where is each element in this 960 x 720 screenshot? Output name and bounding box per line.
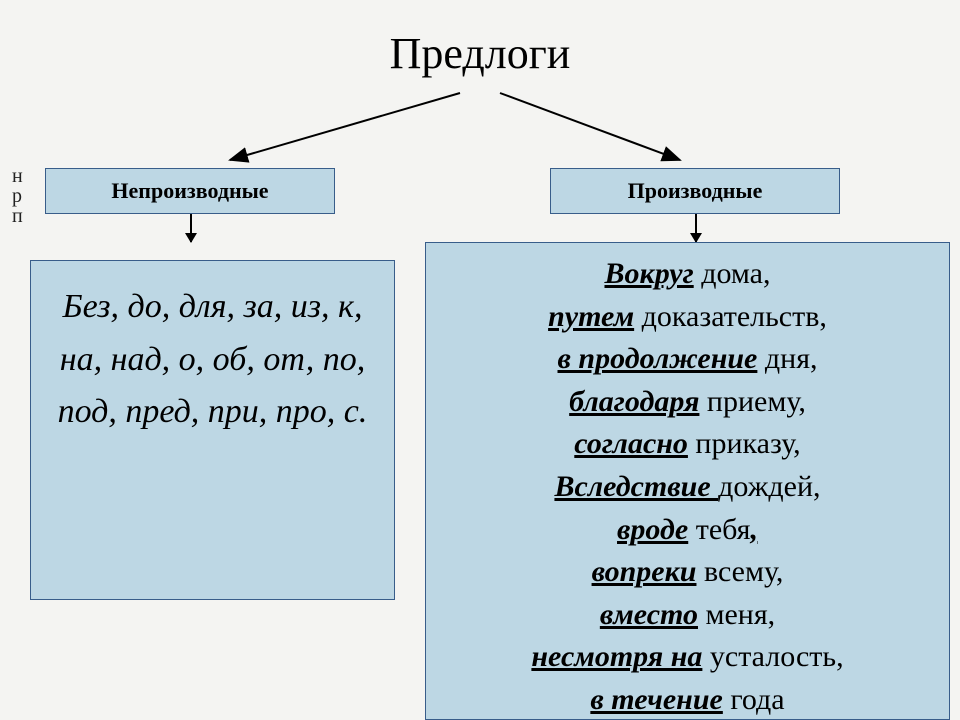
right-item: вопреки всему, xyxy=(446,551,929,594)
right-item-rest: тебя xyxy=(688,513,750,546)
right-item-underlined: в течение xyxy=(590,683,722,716)
right-item-underlined: Вследствие xyxy=(554,470,718,503)
right-item: вместо меня, xyxy=(446,594,929,637)
right-content-box: Вокруг дома,путем доказательств,в продол… xyxy=(425,242,950,720)
right-connector-arrow xyxy=(695,214,697,242)
right-item: путем доказательств, xyxy=(446,296,929,339)
right-item-underlined: несмотря на xyxy=(531,640,702,673)
right-item-underlined: согласно xyxy=(574,427,688,460)
right-item: Вокруг дома, xyxy=(446,253,929,296)
side-text: н р п xyxy=(12,166,42,226)
right-item-underlined: вроде xyxy=(617,513,688,546)
right-item-rest: приказу, xyxy=(688,427,801,460)
right-item-underlined: путем xyxy=(548,300,634,333)
right-item-underlined: благодаря xyxy=(569,385,699,418)
right-item-underlined: в продолжение xyxy=(558,342,758,375)
arrow-right xyxy=(500,93,680,160)
right-item-rest: дня, xyxy=(757,342,817,375)
left-content-text: Без, до, для, за, из, к, на, над, о, об,… xyxy=(58,288,368,430)
side-text-line: п xyxy=(12,206,42,226)
right-header-box: Производные xyxy=(550,168,840,214)
right-item: в продолжение дня, xyxy=(446,338,929,381)
right-item: согласно приказу, xyxy=(446,423,929,466)
left-header-label: Непроизводные xyxy=(111,177,268,206)
right-item-rest: приему, xyxy=(699,385,805,418)
left-header-box: Непроизводные xyxy=(45,168,335,214)
right-item: Вследствие дождей, xyxy=(446,466,929,509)
right-header-label: Производные xyxy=(628,177,763,206)
right-item-underlined: Вокруг xyxy=(604,257,693,290)
diagram-root: Предлоги н р п Непроизводные Производные… xyxy=(0,0,960,720)
right-item: несмотря на усталость, xyxy=(446,636,929,679)
right-item-rest: года xyxy=(723,683,785,716)
right-item-underlined: вместо xyxy=(600,598,698,631)
arrow-left xyxy=(230,93,460,160)
side-text-line: н xyxy=(12,166,42,186)
right-item-trail: , xyxy=(750,513,758,546)
right-item-rest: доказательств, xyxy=(634,300,827,333)
right-item: в течение года xyxy=(446,679,929,720)
page-title: Предлоги xyxy=(0,28,960,79)
right-item-rest: меня, xyxy=(698,598,775,631)
left-content-box: Без, до, для, за, из, к, на, над, о, об,… xyxy=(30,260,395,600)
side-text-line: р xyxy=(12,186,42,206)
left-connector-arrow xyxy=(190,214,192,242)
right-item-rest: усталость, xyxy=(702,640,843,673)
right-item-rest: всему, xyxy=(696,555,783,588)
right-item: благодаря приему, xyxy=(446,381,929,424)
right-item-underlined: вопреки xyxy=(592,555,697,588)
right-item-rest: дома, xyxy=(694,257,771,290)
right-item: вроде тебя, xyxy=(446,509,929,552)
right-item-rest: дождей, xyxy=(718,470,820,503)
